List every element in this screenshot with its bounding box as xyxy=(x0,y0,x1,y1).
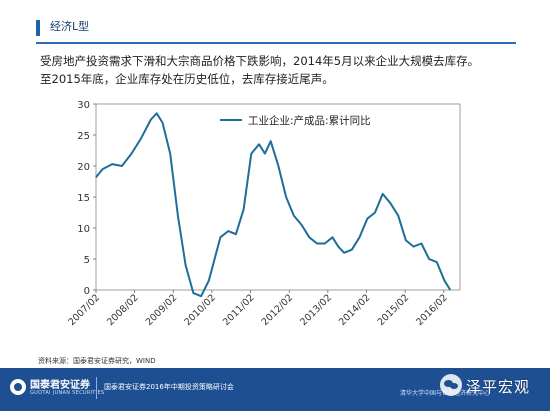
brand-logo-icon xyxy=(10,379,26,395)
source-note: 资料来源：国泰君安证券研究，WIND xyxy=(38,357,156,365)
title-bar: 经济L型 xyxy=(0,14,550,44)
x-tick-label: 2012/02 xyxy=(260,292,296,328)
y-tick-label: 0 xyxy=(84,286,90,297)
body-line-2: 至2015年底，企业库存处在历史低位，去库存接近尾声。 xyxy=(40,72,334,86)
page-title: 经济L型 xyxy=(50,20,90,33)
x-tick-label: 2016/02 xyxy=(414,292,450,328)
footer-brand: 国泰君安证券 xyxy=(30,380,90,391)
plot-frame xyxy=(95,103,461,291)
title-accent-bar xyxy=(36,20,40,36)
y-tick-label: 25 xyxy=(77,131,90,142)
y-tick-label: 10 xyxy=(77,224,90,235)
y-tick-label: 30 xyxy=(77,100,90,111)
footer-divider xyxy=(96,377,97,399)
x-tick-label: 2013/02 xyxy=(298,292,334,328)
y-tick-label: 20 xyxy=(77,162,90,173)
y-tick-label: 5 xyxy=(84,255,90,266)
footer-event: 国泰君安证券2016年中期投资策略研讨会 xyxy=(104,383,234,391)
x-tick-label: 2011/02 xyxy=(221,292,257,328)
chart-svg: 0 5 10 15 20 25 30 2007/02 2008/02 2009/02 2010/02… xyxy=(66,100,461,328)
wechat-icon xyxy=(440,374,462,396)
series-line xyxy=(95,112,452,298)
line-chart: 0 5 10 15 20 25 30 2007/02 2008/02 2009/02 2010/02… xyxy=(60,100,480,352)
legend-label: 工业企业:产成品:累计同比 xyxy=(248,114,371,127)
x-tick-label: 2007/02 xyxy=(66,292,102,328)
x-tick-label: 2008/02 xyxy=(105,292,141,328)
footer-brand-en: GUOTAI JUNAN SECURITIES xyxy=(30,390,105,396)
title-underline xyxy=(36,42,516,44)
x-tick-label: 2009/02 xyxy=(144,292,180,328)
x-tick-label: 2014/02 xyxy=(337,292,373,328)
body-line-1: 受房地产投资需求下滑和大宗商品价格下跌影响，2014年5月以来企业大规模去库存。 xyxy=(40,54,480,68)
watermark-text: 泽平宏观 xyxy=(466,378,531,396)
x-tick-label: 2010/02 xyxy=(182,292,218,328)
y-tick-label: 15 xyxy=(77,193,90,204)
body-text: 受房地产投资需求下滑和大宗商品价格下跌影响，2014年5月以来企业大规模去库存。… xyxy=(40,52,530,88)
x-tick-label: 2015/02 xyxy=(376,292,412,328)
